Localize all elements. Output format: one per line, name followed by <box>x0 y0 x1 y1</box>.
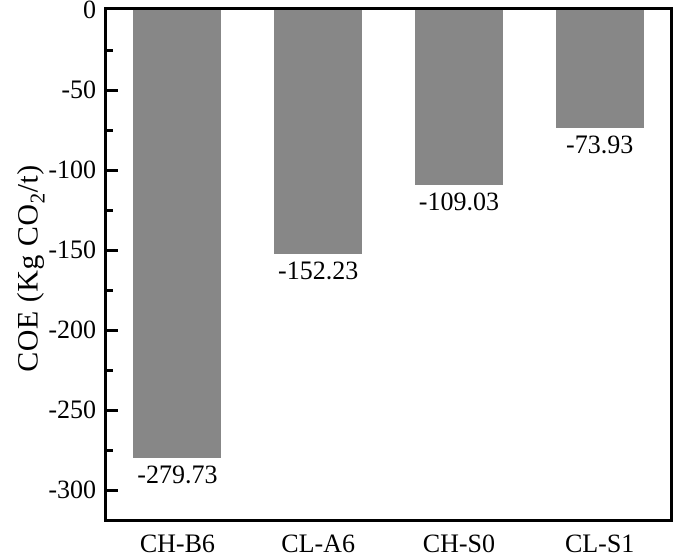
y-tick-label: -100 <box>48 155 96 185</box>
x-category-label: CH-S0 <box>422 529 495 558</box>
y-axis-title-text: COE (Kg CO <box>11 203 45 372</box>
y-major-tick <box>107 328 118 332</box>
y-tick-label: -250 <box>48 395 96 425</box>
x-category-label: CH-B6 <box>139 529 215 558</box>
y-minor-tick <box>107 48 113 52</box>
bar-cl-a6 <box>274 10 363 254</box>
x-category-label: CL-A6 <box>281 529 355 558</box>
y-tick-label: -150 <box>48 235 96 265</box>
bar-value-label: -152.23 <box>278 255 359 285</box>
y-major-tick <box>107 488 118 492</box>
y-tick-label: -300 <box>48 475 96 505</box>
bar-ch-b6 <box>133 10 222 458</box>
y-tick-label: -200 <box>48 315 96 345</box>
bar-value-label: -279.73 <box>137 459 218 489</box>
y-minor-tick <box>107 368 113 372</box>
y-tick-label: 0 <box>83 0 96 24</box>
y-axis-title-subscript: 2 <box>25 192 50 204</box>
y-major-tick <box>107 88 118 92</box>
x-category-label: CL-S1 <box>564 529 635 558</box>
y-minor-tick <box>107 128 113 132</box>
y-minor-tick <box>107 448 113 452</box>
bar-cl-s1 <box>555 10 644 129</box>
y-minor-tick <box>107 288 113 292</box>
y-major-tick <box>107 168 118 172</box>
bar-ch-s0 <box>414 10 503 185</box>
y-tick-label: -50 <box>61 75 96 105</box>
bar-value-label: -73.93 <box>566 130 634 160</box>
y-minor-tick <box>107 208 113 212</box>
y-major-tick <box>107 408 118 412</box>
bar-value-label: -109.03 <box>418 186 499 216</box>
y-major-tick <box>107 248 118 252</box>
